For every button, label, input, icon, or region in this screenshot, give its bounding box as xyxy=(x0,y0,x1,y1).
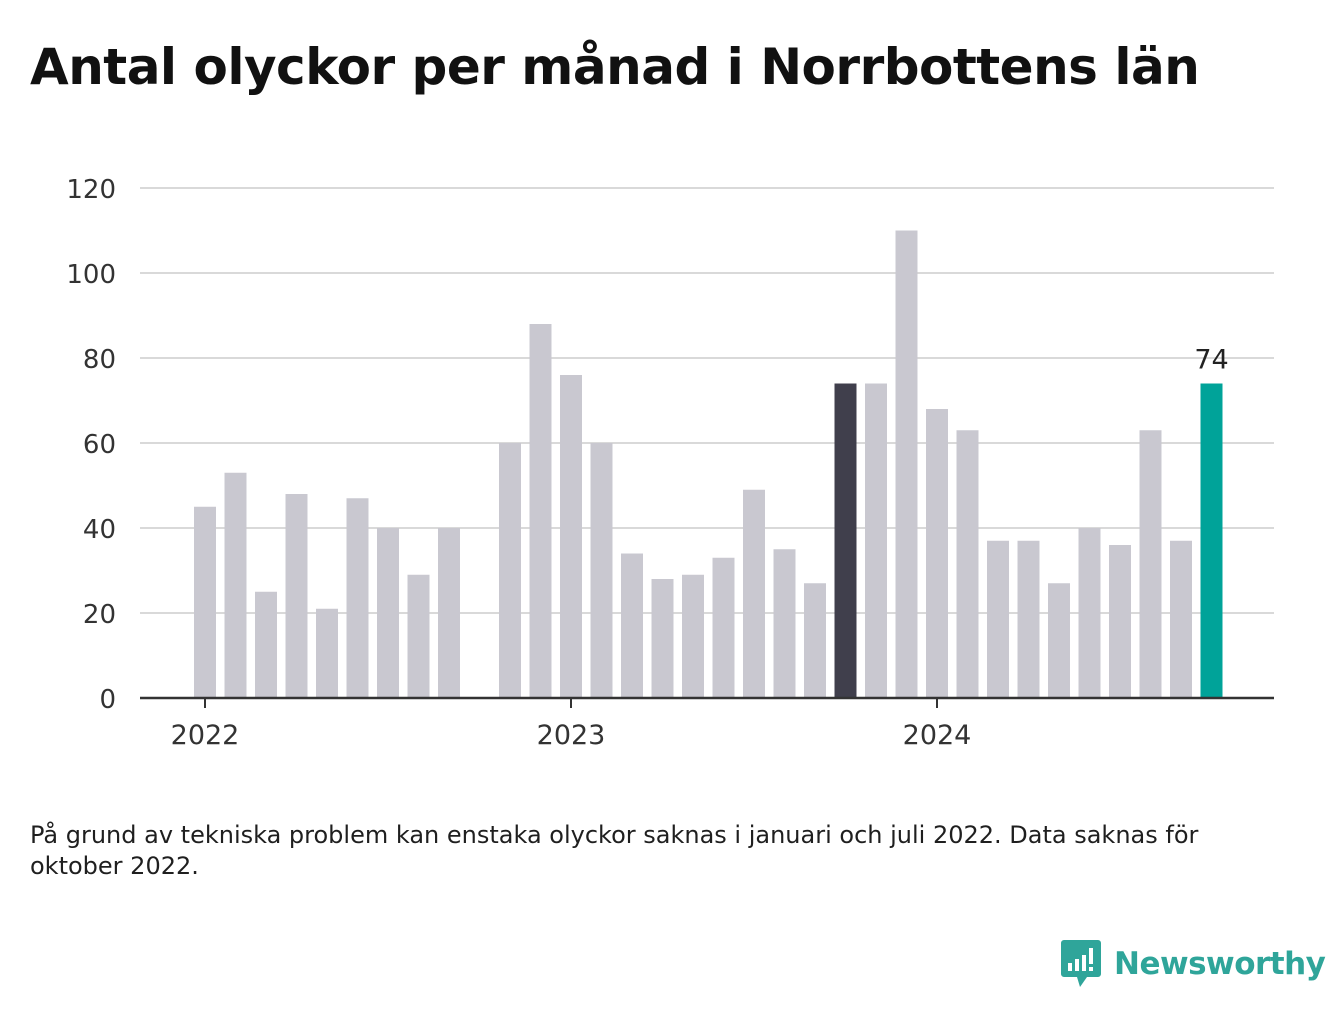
bar-2022-09 xyxy=(438,528,460,698)
gridlines xyxy=(140,187,1274,614)
brand-name: Newsworthy xyxy=(1114,946,1326,982)
y-tick-label: 20 xyxy=(83,600,116,630)
bar-2024-02 xyxy=(956,430,979,698)
bar-2024-04 xyxy=(1017,540,1040,698)
bar-2022-01 xyxy=(194,506,216,698)
y-tick-label: 120 xyxy=(66,175,116,205)
bar-2023-07 xyxy=(743,489,765,698)
bar-2023-08 xyxy=(773,549,796,698)
bar-2022-06 xyxy=(346,498,369,698)
bar-2023-04 xyxy=(651,579,674,698)
bar-2024-01 xyxy=(926,409,948,698)
bar-chart: 0 20 40 60 80 100 120 2022 2023 2024 74 xyxy=(66,175,1274,751)
bar-2024-10 xyxy=(1200,383,1223,698)
y-tick-label: 40 xyxy=(83,515,116,545)
newsworthy-logo-icon xyxy=(1061,940,1101,987)
bars xyxy=(194,230,1223,698)
bar-2023-06 xyxy=(712,557,735,698)
x-tick-label: 2023 xyxy=(537,720,606,751)
bar-2023-10 xyxy=(834,383,857,698)
bar-2024-03 xyxy=(987,540,1009,698)
latest-value-label: 74 xyxy=(1194,345,1228,376)
bar-2022-12 xyxy=(529,324,552,698)
bar-2023-03 xyxy=(621,553,643,698)
bar-2022-11 xyxy=(499,443,521,698)
y-axis-ticks: 0 20 40 60 80 100 120 xyxy=(66,175,116,715)
bar-2023-05 xyxy=(682,574,704,698)
bar-2024-05 xyxy=(1048,583,1070,698)
chart-title: Antal olyckor per månad i Norrbottens lä… xyxy=(30,38,1200,96)
bar-2022-04 xyxy=(285,494,308,698)
bar-2022-03 xyxy=(255,591,277,698)
y-tick-label: 0 xyxy=(99,685,116,715)
bar-2023-09 xyxy=(804,583,826,698)
bar-2022-02 xyxy=(224,472,247,698)
x-tick-label: 2022 xyxy=(171,720,240,751)
y-tick-label: 60 xyxy=(83,430,116,460)
bar-2024-08 xyxy=(1139,430,1162,698)
bar-2023-01 xyxy=(560,375,582,698)
bar-2024-07 xyxy=(1109,545,1131,698)
bar-2022-07 xyxy=(377,528,399,698)
footnote: På grund av tekniska problem kan enstaka… xyxy=(30,821,1199,880)
y-tick-label: 80 xyxy=(83,345,116,375)
bar-2024-09 xyxy=(1170,540,1192,698)
x-tick-label: 2024 xyxy=(903,720,972,751)
data-labels: 74 xyxy=(1194,345,1228,376)
bar-2023-11 xyxy=(865,383,887,698)
bar-2023-12 xyxy=(895,230,918,698)
y-tick-label: 100 xyxy=(66,260,116,290)
bar-2024-06 xyxy=(1078,528,1101,698)
bar-2023-02 xyxy=(590,443,613,698)
brand-logo[interactable]: Newsworthy xyxy=(1060,938,1326,990)
x-axis-ticks: 2022 2023 2024 xyxy=(171,698,972,751)
bar-2022-05 xyxy=(316,608,338,698)
bar-2022-08 xyxy=(407,574,430,698)
